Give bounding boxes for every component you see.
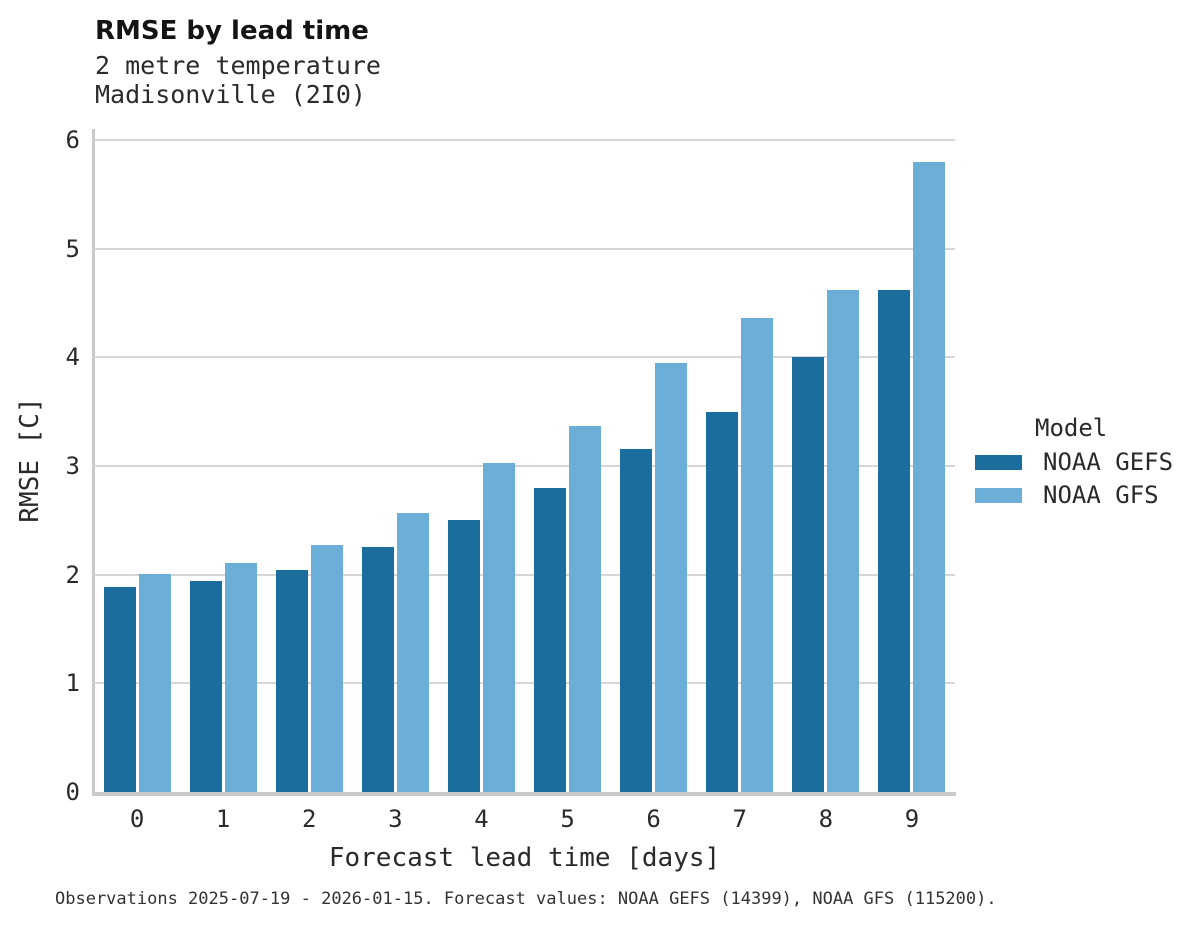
x-tick-label: 4 — [474, 805, 489, 833]
bar-noaa-gfs — [224, 562, 257, 792]
legend-title: Model — [1035, 414, 1108, 442]
bar-noaa-gefs — [620, 448, 653, 792]
legend-entries: NOAA GEFS NOAA GFS — [975, 447, 1190, 510]
bar-noaa-gefs — [878, 289, 911, 792]
bar-noaa-gefs — [792, 357, 825, 792]
footer-caption: Observations 2025-07-19 - 2026-01-15. Fo… — [55, 889, 997, 909]
bar-noaa-gefs — [447, 520, 480, 792]
bar-noaa-gefs — [275, 570, 308, 792]
bar-noaa-gfs — [741, 318, 774, 792]
legend-entry-noaa-gefs: NOAA GEFS — [975, 447, 1190, 477]
bar-noaa-gefs — [103, 586, 136, 792]
legend-label-noaa-gfs: NOAA GFS — [1043, 481, 1159, 509]
bar-noaa-gfs — [655, 362, 688, 792]
chart-title: RMSE by lead time — [95, 16, 369, 46]
x-tick-label: 5 — [560, 805, 575, 833]
chart-subtitle-variable: 2 metre temperature — [95, 51, 381, 80]
y-tick-label: 2 — [65, 560, 80, 589]
gridline — [94, 573, 955, 576]
x-tick-label: 0 — [129, 805, 145, 833]
legend-entry-noaa-gfs: NOAA GFS — [975, 480, 1190, 510]
y-tick-label: 5 — [65, 234, 80, 263]
gridline — [94, 356, 955, 359]
x-tick-label: 1 — [215, 805, 231, 833]
bar-noaa-gfs — [827, 289, 860, 792]
x-tick-label: 8 — [818, 805, 834, 833]
y-tick-label: 4 — [65, 343, 80, 372]
y-tick-label: 1 — [65, 669, 80, 698]
bar-noaa-gfs — [310, 545, 343, 792]
y-tick-label: 3 — [65, 451, 80, 480]
bar-noaa-gfs — [396, 512, 429, 792]
y-tick-label: 6 — [65, 125, 80, 154]
gridline — [94, 682, 955, 685]
x-tick-label: 3 — [388, 805, 403, 833]
chart-subtitle-station: Madisonville (2I0) — [95, 80, 366, 109]
gridline — [94, 464, 955, 467]
legend-label-noaa-gefs: NOAA GEFS — [1043, 448, 1174, 476]
gridline — [94, 138, 955, 141]
legend: Model NOAA GEFS NOAA GFS — [975, 412, 1190, 510]
y-axis-spine — [92, 129, 95, 796]
legend-swatch-noaa-gefs — [975, 454, 1022, 470]
x-tick-label: 9 — [904, 805, 920, 833]
x-tick-label: 2 — [302, 805, 317, 833]
x-tick-label: 7 — [732, 805, 747, 833]
bar-noaa-gfs — [913, 161, 946, 792]
bar-noaa-gfs — [482, 462, 515, 792]
plot-area — [94, 129, 955, 792]
y-tick-label: 0 — [65, 778, 80, 806]
bar-noaa-gefs — [361, 547, 394, 792]
bar-noaa-gefs — [706, 411, 739, 792]
bar-noaa-gfs — [569, 425, 602, 792]
bar-noaa-gefs — [189, 581, 222, 792]
legend-swatch-noaa-gfs — [975, 487, 1022, 503]
bar-noaa-gefs — [534, 487, 567, 792]
bar-noaa-gfs — [138, 573, 171, 792]
x-axis-spine — [92, 792, 956, 796]
x-tick-label: 6 — [646, 805, 661, 833]
gridline — [94, 247, 955, 250]
x-axis-title: Forecast lead time [days] — [328, 843, 721, 873]
